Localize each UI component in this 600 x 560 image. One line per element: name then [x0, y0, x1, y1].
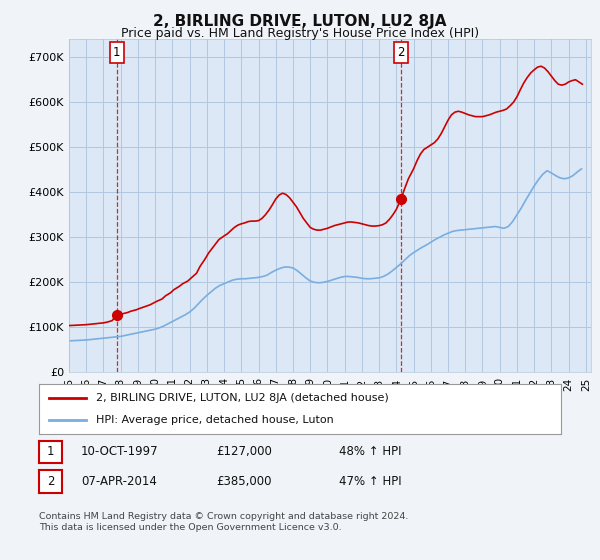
Text: 1: 1 — [113, 46, 121, 59]
Text: Contains HM Land Registry data © Crown copyright and database right 2024.
This d: Contains HM Land Registry data © Crown c… — [39, 512, 409, 532]
Text: 48% ↑ HPI: 48% ↑ HPI — [339, 445, 401, 459]
Text: £127,000: £127,000 — [216, 445, 272, 459]
Text: 10-OCT-1997: 10-OCT-1997 — [81, 445, 158, 459]
Text: 2, BIRLING DRIVE, LUTON, LU2 8JA: 2, BIRLING DRIVE, LUTON, LU2 8JA — [153, 14, 447, 29]
Text: 2: 2 — [397, 46, 405, 59]
Text: HPI: Average price, detached house, Luton: HPI: Average price, detached house, Luto… — [97, 415, 334, 425]
Text: Price paid vs. HM Land Registry's House Price Index (HPI): Price paid vs. HM Land Registry's House … — [121, 27, 479, 40]
Text: 2, BIRLING DRIVE, LUTON, LU2 8JA (detached house): 2, BIRLING DRIVE, LUTON, LU2 8JA (detach… — [97, 393, 389, 403]
Text: 2: 2 — [47, 475, 54, 488]
Text: 1: 1 — [47, 445, 54, 459]
Text: 07-APR-2014: 07-APR-2014 — [81, 475, 157, 488]
Text: 47% ↑ HPI: 47% ↑ HPI — [339, 475, 401, 488]
Text: £385,000: £385,000 — [216, 475, 271, 488]
